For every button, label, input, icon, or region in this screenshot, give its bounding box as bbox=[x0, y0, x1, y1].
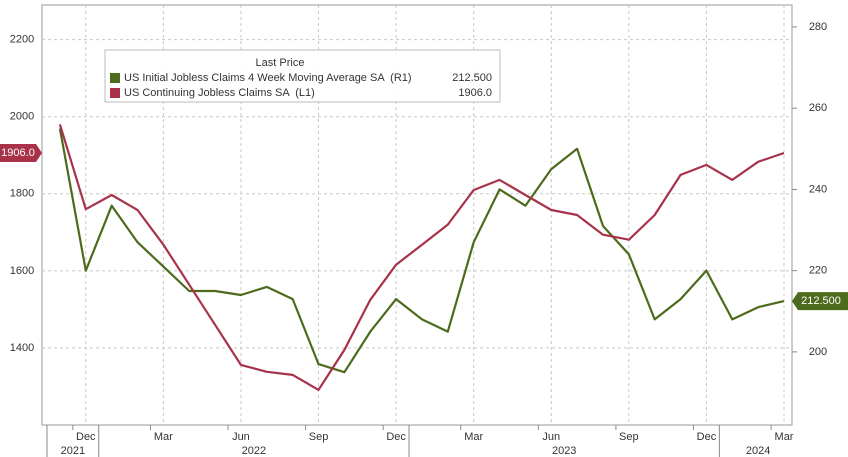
year-label: 2024 bbox=[746, 445, 770, 457]
series-line bbox=[58, 128, 785, 374]
year-label: 2022 bbox=[242, 445, 266, 457]
legend-label: US Continuing Jobless Claims SA (L1) bbox=[124, 87, 315, 99]
last-price-label: 212.500 bbox=[801, 295, 841, 307]
plot-frame bbox=[41, 4, 793, 426]
legend-title: Last Price bbox=[256, 57, 305, 69]
y-tick-label: 1400 bbox=[10, 342, 34, 354]
series-line bbox=[58, 124, 785, 391]
y2-tick-label: 280 bbox=[809, 21, 827, 33]
x-tick-label: Sep bbox=[619, 431, 639, 443]
legend-value: 1906.0 bbox=[458, 87, 492, 99]
x-tick-label: Dec bbox=[386, 431, 406, 443]
last-price-label: 1906.0 bbox=[1, 147, 35, 159]
y2-tick-label: 240 bbox=[809, 183, 827, 195]
y-tick-label: 1800 bbox=[10, 188, 34, 200]
x-tick-label: Mar bbox=[154, 431, 173, 443]
x-tick-label: Sep bbox=[309, 431, 329, 443]
y2-tick-label: 260 bbox=[809, 102, 827, 114]
year-label: 2023 bbox=[552, 445, 576, 457]
y-tick-label: 1600 bbox=[10, 265, 34, 277]
y2-tick-label: 200 bbox=[809, 346, 827, 358]
legend-swatch bbox=[110, 88, 120, 98]
x-tick-label: Dec bbox=[76, 431, 96, 443]
last-price-tag bbox=[0, 143, 42, 162]
x-tick-label: Mar bbox=[775, 431, 794, 443]
x-tick-label: Jun bbox=[232, 431, 250, 443]
legend-value: 212.500 bbox=[452, 72, 492, 84]
legend-swatch bbox=[110, 73, 120, 83]
y2-tick-label: 220 bbox=[809, 265, 827, 277]
x-tick-label: Dec bbox=[697, 431, 717, 443]
legend-label: US Initial Jobless Claims 4 Week Moving … bbox=[124, 72, 412, 84]
legend-box bbox=[104, 49, 501, 103]
x-tick-label: Mar bbox=[464, 431, 483, 443]
last-price-tag bbox=[792, 292, 848, 311]
y-tick-label: 2200 bbox=[10, 34, 34, 46]
y-tick-label: 2000 bbox=[10, 111, 34, 123]
x-tick-label: Jun bbox=[542, 431, 560, 443]
year-label: 2021 bbox=[61, 445, 85, 457]
